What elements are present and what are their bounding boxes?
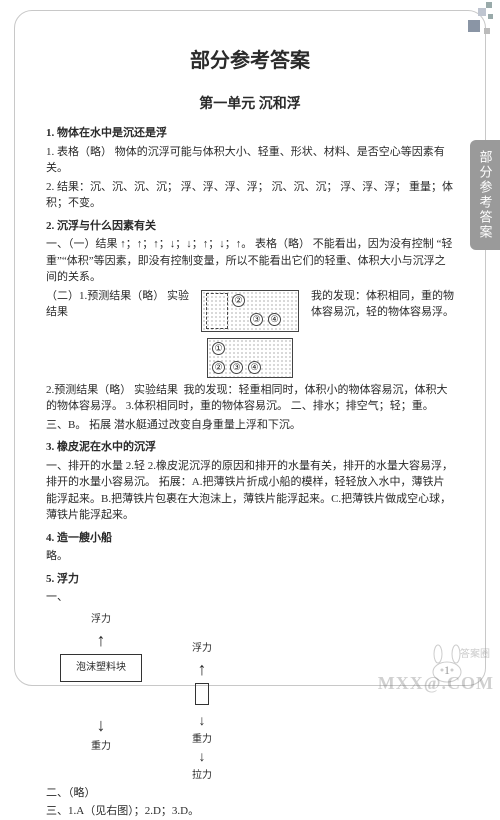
content-area: 部分参考答案 第一单元 沉和浮 1. 物体在水中是沉还是浮 1. 表格（略） 物… <box>46 40 454 666</box>
side-tab: 部分参考答案 <box>470 140 500 250</box>
buoyancy-arrow-2: 浮力 ↑ <box>192 641 212 683</box>
pull-arrow: ↓ 拉力 <box>192 747 212 783</box>
result-box-1: ② ③ ④ <box>201 290 299 332</box>
side-tab-label: 部分参考答案 <box>476 150 495 240</box>
topic-5-line-3: 三、1.A（见右图）；2.D；3.D。 <box>46 803 454 820</box>
result-box-2-wrap: ① ② ③ ④ <box>46 336 454 380</box>
topic-3-line-1: 一、排开的水量 2.轻 2.橡皮泥沉浮的原因和排开的水量有关，排开的水量大容易浮… <box>46 458 454 524</box>
topic-4-heading: 4. 造一艘小船 <box>46 530 454 547</box>
topic-1-heading: 1. 物体在水中是沉还是浮 <box>46 125 454 142</box>
gravity-arrow-1: ↓ 重力 <box>60 712 142 754</box>
result-box-2: ① ② ③ ④ <box>207 338 293 378</box>
gravity-arrow-2: ↓ 重力 <box>192 711 212 747</box>
topic-5-heading: 5. 浮力 <box>46 571 454 588</box>
topic-2-line-2a: 2.预测结果（略） 实验结果 我的发现：轻重相同时，体积小的物体容易沉，体积大的… <box>46 382 454 415</box>
topic-2-line-3: 三、B。 拓展 潜水艇通过改变自身重量上浮和下沉。 <box>46 417 454 434</box>
experiment-row-1: （二）1.预测结果（略） 实验结果 ② ③ ④ 我的发现：体积相同，重的物体容易… <box>46 288 454 334</box>
buoyancy-arrow-1: 浮力 ↑ <box>60 612 142 654</box>
small-block <box>195 683 209 705</box>
topic-5-line-2: 二、（略） <box>46 785 454 802</box>
watermark: MXX@.COM <box>378 673 494 694</box>
topic-2-line-1a: 一、（一）结果 ↑；↑；↑；↓；↓；↑；↓；↑。 表格（略） 不能看出，因为没有… <box>46 236 454 286</box>
page-title: 部分参考答案 <box>46 46 454 76</box>
topic-1-line-2: 2. 结果：沉、沉、沉、沉； 浮、浮、浮、浮； 沉、沉、沉； 浮、浮、浮； 重量… <box>46 179 454 212</box>
foam-rect: 泡沫塑料块 <box>60 654 142 682</box>
topic-1-line-1: 1. 表格（略） 物体的沉浮可能与体积大小、轻重、形状、材料、是否空心等因素有关… <box>46 144 454 177</box>
topic-3-heading: 3. 橡皮泥在水中的沉浮 <box>46 439 454 456</box>
right-force-diagram: 浮力 ↑ ↓ 重力 ↓ 拉力 <box>192 641 212 783</box>
experiment-1-finding: 我的发现：体积相同，重的物体容易沉，轻的物体容易浮。 <box>311 288 454 321</box>
experiment-1-text: （二）1.预测结果（略） 实验结果 <box>46 288 189 321</box>
topic-4-line-1: 略。 <box>46 548 454 565</box>
topic-2-heading: 2. 沉浮与什么因素有关 <box>46 218 454 235</box>
foam-diagram: 一、 浮力 ↑ 泡沫塑料块 ↓ 重力 <box>46 589 142 754</box>
watermark-small: 答案圈 <box>460 645 490 660</box>
unit-title: 第一单元 沉和浮 <box>46 94 454 115</box>
